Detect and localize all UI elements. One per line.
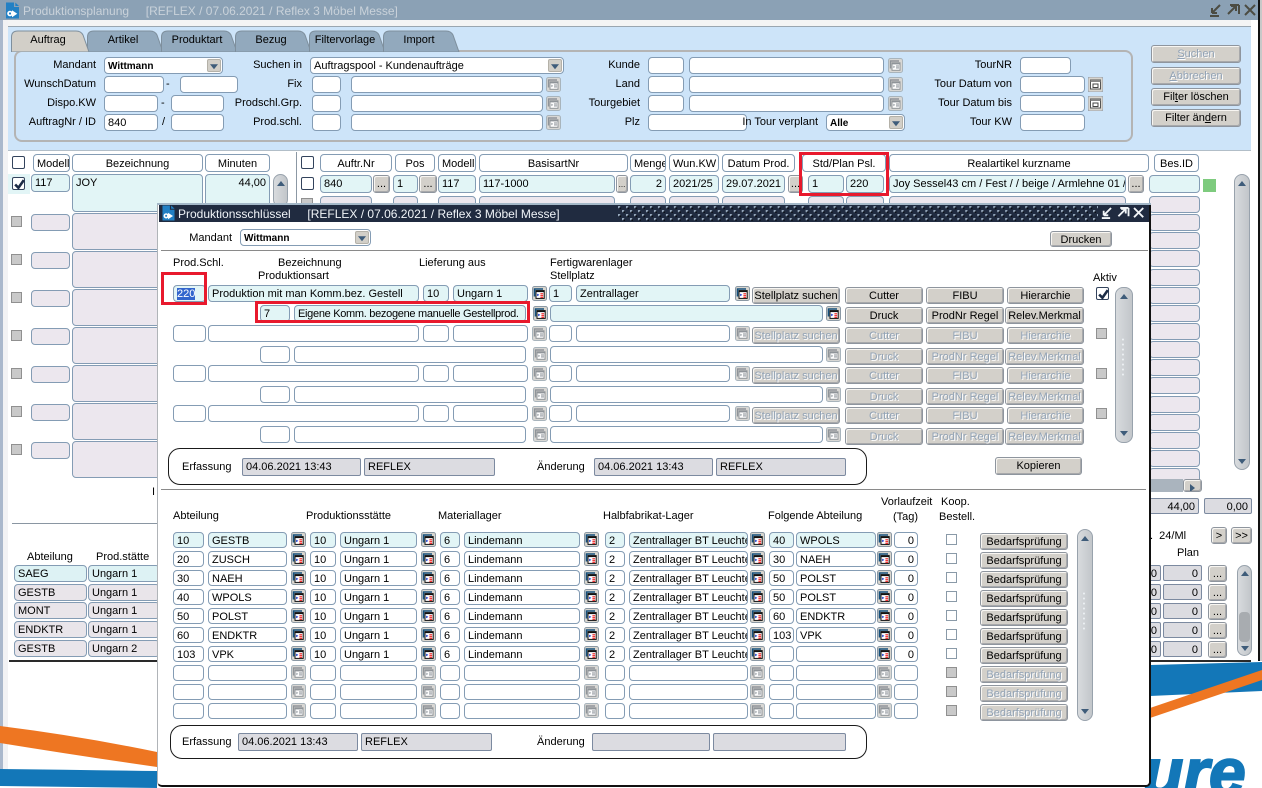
svg-text:ure: ure: [1143, 735, 1246, 788]
